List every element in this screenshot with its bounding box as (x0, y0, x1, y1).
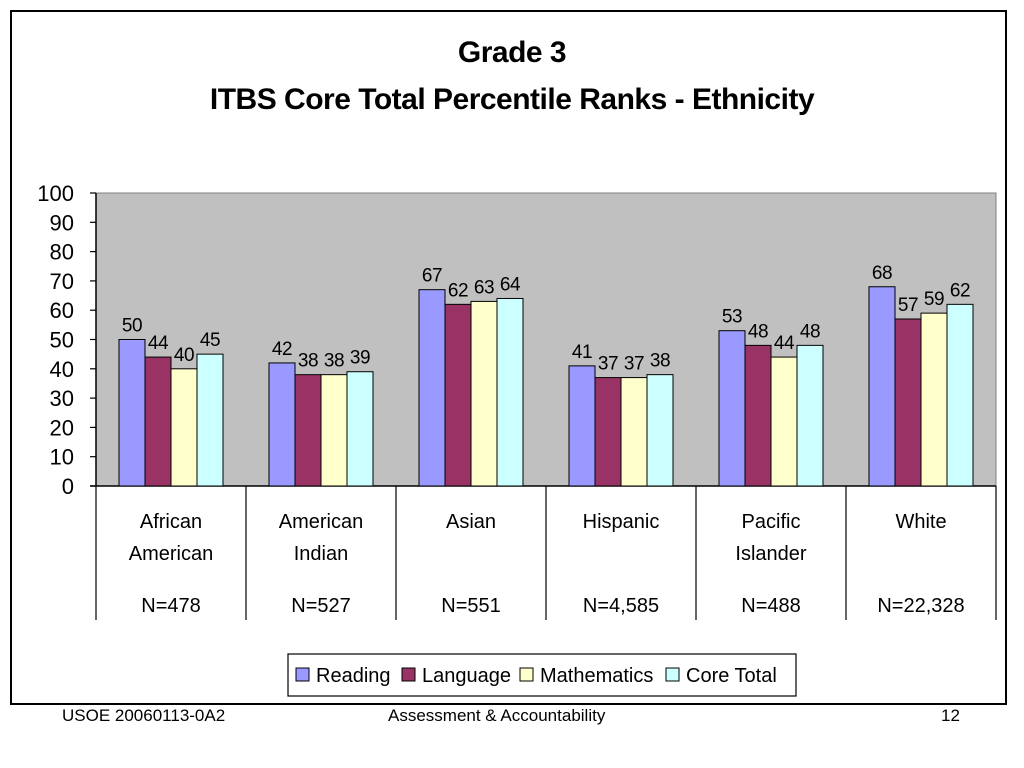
x-category-count: N=478 (141, 595, 201, 617)
bar-mathematics (170, 368, 198, 487)
data-label: 42 (272, 339, 292, 360)
y-tick-label: 90 (50, 210, 74, 235)
bar-language (144, 356, 172, 487)
x-category-count: N=488 (741, 595, 801, 617)
x-category-label: White (895, 511, 946, 533)
bar-mathematics (620, 377, 648, 487)
data-label: 62 (448, 280, 468, 301)
x-category-label: Asian (446, 511, 496, 533)
x-category-label: Hispanic (583, 511, 660, 533)
x-category-label: Indian (294, 543, 349, 565)
legend-label: Core Total (686, 665, 777, 687)
legend-swatch (401, 667, 416, 682)
data-label: 68 (872, 263, 892, 284)
x-category-label: American (279, 511, 363, 533)
data-label: 63 (474, 277, 494, 298)
bar-core-total (196, 353, 224, 487)
bar-mathematics (920, 312, 948, 487)
data-label: 53 (722, 307, 742, 328)
y-tick-label: 80 (50, 240, 74, 265)
data-label: 38 (324, 351, 344, 372)
y-tick-label: 60 (50, 298, 74, 323)
data-label: 40 (174, 345, 194, 366)
data-label: 39 (350, 348, 370, 369)
bar-reading (418, 289, 446, 487)
x-category-label: Pacific (742, 511, 801, 533)
data-label: 59 (924, 289, 944, 310)
footer-doc-id: USOE 20060113-0A2 (62, 706, 226, 725)
y-tick-label: 40 (50, 357, 74, 382)
data-label: 62 (950, 280, 970, 301)
data-label: 44 (774, 333, 795, 354)
data-label: 41 (572, 342, 592, 363)
legend-box (287, 653, 797, 697)
bar-reading (268, 362, 296, 487)
data-label: 67 (422, 266, 442, 287)
x-category-count: N=551 (441, 595, 501, 617)
data-label: 37 (598, 354, 618, 375)
footer-department: Assessment & Accountability (388, 706, 606, 725)
bar-language (744, 344, 772, 487)
legend-swatch (665, 667, 680, 682)
data-label: 44 (148, 333, 169, 354)
bar-reading (718, 330, 746, 487)
bar-core-total (496, 297, 524, 487)
x-category-label: American (129, 543, 213, 565)
legend-label: Language (422, 665, 511, 687)
y-tick-label: 10 (50, 445, 74, 470)
bar-reading (568, 365, 596, 487)
bar-language (444, 303, 472, 487)
data-label: 38 (298, 351, 318, 372)
y-tick-label: 100 (37, 181, 74, 206)
bar-core-total (946, 303, 974, 487)
bar-mathematics (770, 356, 798, 487)
y-tick-label: 50 (50, 328, 74, 353)
data-label: 37 (624, 354, 644, 375)
y-tick-label: 0 (62, 474, 74, 499)
legend-label: Reading (316, 665, 391, 687)
data-label: 45 (200, 330, 220, 351)
bar-core-total (646, 374, 674, 487)
data-label: 57 (898, 295, 918, 316)
bar-reading (118, 339, 146, 487)
x-category-label: Islander (735, 543, 806, 565)
x-category-label: African (140, 511, 202, 533)
data-label: 48 (748, 321, 768, 342)
bar-language (294, 374, 322, 487)
bar-mathematics (320, 374, 348, 487)
bar-core-total (796, 344, 824, 487)
data-label: 48 (800, 321, 820, 342)
chart-title-line2: ITBS Core Total Percentile Ranks - Ethni… (209, 83, 815, 116)
x-category-count: N=527 (291, 595, 351, 617)
chart-title-line1: Grade 3 (457, 36, 567, 69)
legend-label: Mathematics (540, 665, 653, 687)
bar-mathematics (470, 300, 498, 487)
bar-language (894, 318, 922, 487)
bar-reading (868, 286, 896, 487)
data-label: 64 (500, 274, 521, 295)
y-tick-label: 70 (50, 269, 74, 294)
y-tick-label: 20 (50, 415, 74, 440)
legend-swatch (519, 667, 534, 682)
y-tick-label: 30 (50, 386, 74, 411)
bar-core-total (346, 371, 374, 487)
data-label: 50 (122, 316, 142, 337)
x-category-count: N=22,328 (877, 595, 964, 617)
footer-page-number: 12 (941, 706, 960, 725)
data-label: 38 (650, 351, 670, 372)
bar-language (594, 377, 622, 487)
legend-swatch (295, 667, 310, 682)
x-category-count: N=4,585 (583, 595, 659, 617)
plot-area (95, 192, 997, 487)
